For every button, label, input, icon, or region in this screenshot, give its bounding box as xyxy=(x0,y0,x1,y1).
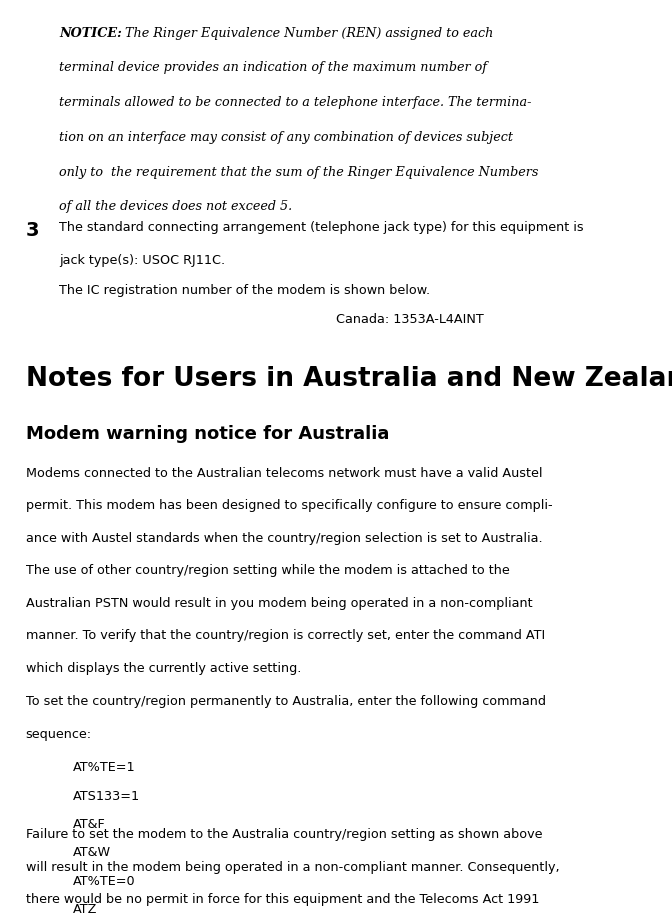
Text: manner. To verify that the country/region is correctly set, enter the command AT: manner. To verify that the country/regio… xyxy=(26,629,545,642)
Text: tion on an interface may consist of any combination of devices subject: tion on an interface may consist of any … xyxy=(59,131,513,144)
Text: The Ringer Equivalence Number (REN) assigned to each: The Ringer Equivalence Number (REN) assi… xyxy=(121,27,493,39)
Text: terminals allowed to be connected to a telephone interface. The termina-: terminals allowed to be connected to a t… xyxy=(59,96,532,109)
Text: of all the devices does not exceed 5.: of all the devices does not exceed 5. xyxy=(59,200,292,213)
Text: AT&W: AT&W xyxy=(73,846,111,859)
Text: Modem warning notice for Australia: Modem warning notice for Australia xyxy=(26,425,389,444)
Text: ance with Austel standards when the country/region selection is set to Australia: ance with Austel standards when the coun… xyxy=(26,532,542,544)
Text: Australian PSTN would result in you modem being operated in a non-compliant: Australian PSTN would result in you mode… xyxy=(26,597,532,609)
Text: ATZ: ATZ xyxy=(73,903,97,915)
Text: NOTICE:: NOTICE: xyxy=(59,27,122,39)
Text: jack type(s): USOC RJ11C.: jack type(s): USOC RJ11C. xyxy=(59,254,225,267)
Text: only to  the requirement that the sum of the Ringer Equivalence Numbers: only to the requirement that the sum of … xyxy=(59,166,538,178)
Text: there would be no permit in force for this equipment and the Telecoms Act 1991: there would be no permit in force for th… xyxy=(26,893,539,906)
Text: Canada: 1353A-L4AINT: Canada: 1353A-L4AINT xyxy=(336,313,484,326)
Text: The standard connecting arrangement (telephone jack type) for this equipment is: The standard connecting arrangement (tel… xyxy=(59,221,584,233)
Text: Modems connected to the Australian telecoms network must have a valid Austel: Modems connected to the Australian telec… xyxy=(26,467,542,479)
Text: To set the country/region permanently to Australia, enter the following command: To set the country/region permanently to… xyxy=(26,695,546,708)
Text: will result in the modem being operated in a non-compliant manner. Consequently,: will result in the modem being operated … xyxy=(26,860,559,874)
Text: which displays the currently active setting.: which displays the currently active sett… xyxy=(26,662,301,674)
Text: The use of other country/region setting while the modem is attached to the: The use of other country/region setting … xyxy=(26,564,509,577)
Text: AT%TE=0: AT%TE=0 xyxy=(73,875,135,888)
Text: Failure to set the modem to the Australia country/region setting as shown above: Failure to set the modem to the Australi… xyxy=(26,828,542,841)
Text: terminal device provides an indication of the maximum number of: terminal device provides an indication o… xyxy=(59,61,487,74)
Text: AT&F: AT&F xyxy=(73,818,106,831)
Text: permit. This modem has been designed to specifically configure to ensure compli-: permit. This modem has been designed to … xyxy=(26,500,552,512)
Text: 3: 3 xyxy=(26,221,39,240)
Text: Notes for Users in Australia and New Zealand: Notes for Users in Australia and New Zea… xyxy=(26,366,672,392)
Text: ATS133=1: ATS133=1 xyxy=(73,790,140,802)
Text: The IC registration number of the modem is shown below.: The IC registration number of the modem … xyxy=(59,284,430,296)
Text: sequence:: sequence: xyxy=(26,728,91,741)
Text: AT%TE=1: AT%TE=1 xyxy=(73,761,135,774)
